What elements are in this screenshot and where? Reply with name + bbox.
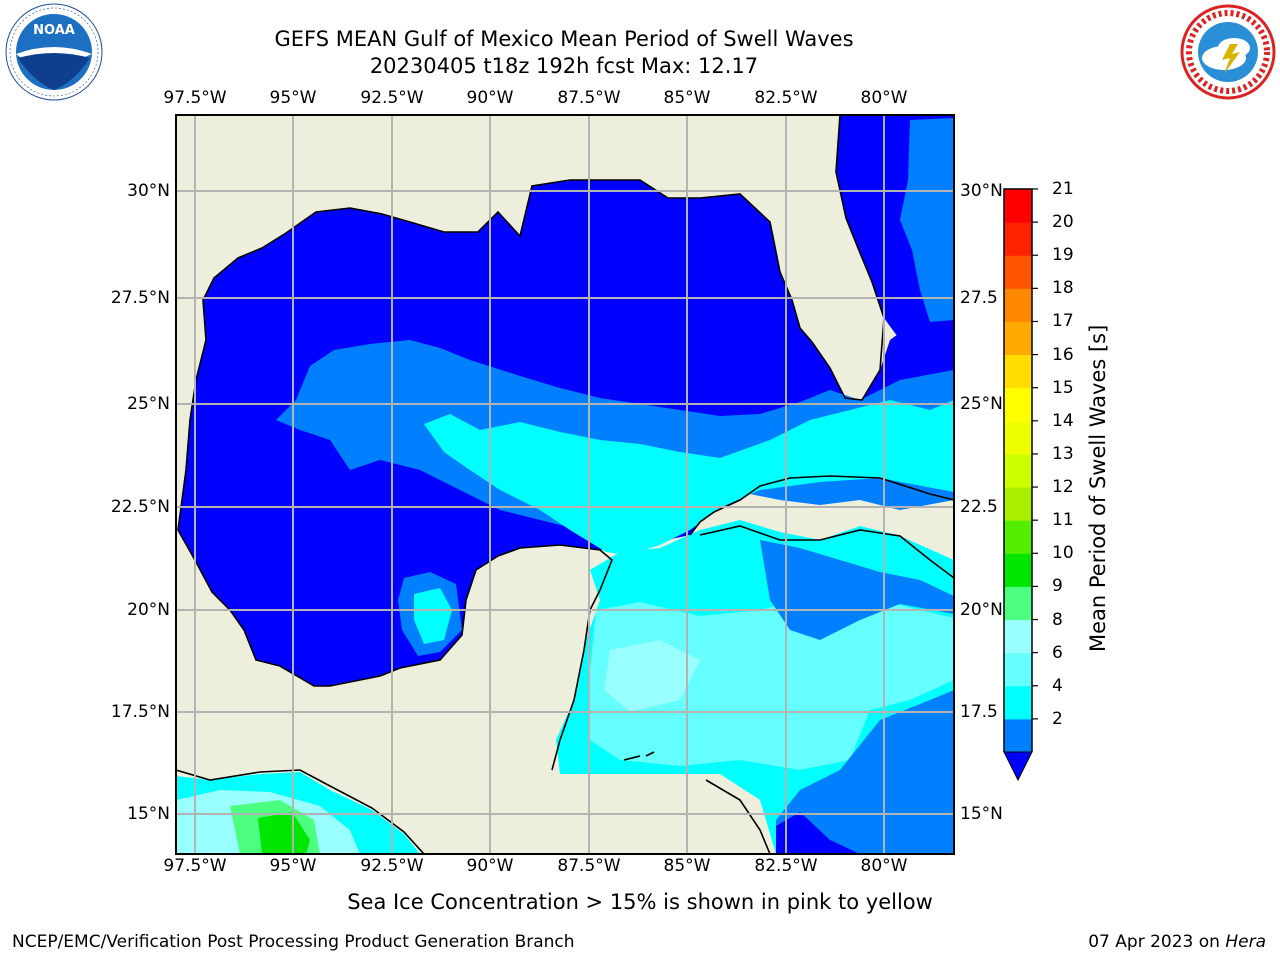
- chart-subtitle: 20230405 t18z 192h fcst Max: 12.17: [369, 54, 759, 78]
- colorbar-segment: [1004, 586, 1032, 621]
- colorbar-tick-label: 17: [1052, 311, 1074, 332]
- colorbar-tick-label: 8: [1052, 609, 1063, 630]
- lat-tick-right: 15°N: [960, 804, 1003, 824]
- colorbar-tick-label: 10: [1052, 543, 1074, 564]
- sea-ice-note: Sea Ice Concentration > 15% is shown in …: [347, 890, 933, 914]
- colorbar-tick-label: 11: [1052, 510, 1074, 531]
- chart-title: GEFS MEAN Gulf of Mexico Mean Period of …: [274, 27, 854, 51]
- lon-tick-bottom: 97.5°W: [163, 856, 227, 876]
- gulf-band-2-4: [276, 340, 954, 540]
- lat-tick-left: 20°N: [127, 600, 170, 620]
- lat-tick-right: 22.5: [960, 497, 998, 517]
- colorbar-tick-label: 12: [1052, 477, 1074, 498]
- lon-tick-bottom: 82.5°W: [754, 856, 818, 876]
- footer-date: 07 Apr 2023 on Hera: [1088, 932, 1266, 952]
- footer-host: Hera: [1225, 932, 1266, 952]
- colorbar-segment: [1004, 652, 1032, 687]
- colorbar-segment: [1004, 685, 1032, 720]
- caribbean-band-2-4: [760, 540, 954, 640]
- atlantic-band-2-4: [900, 118, 954, 322]
- coastline: [176, 115, 954, 854]
- lat-tick-left: 25°N: [127, 394, 170, 414]
- map-frame: [175, 114, 955, 855]
- graticule: [176, 115, 954, 854]
- lon-tick-top: 87.5°W: [557, 88, 621, 108]
- lon-tick-top: 82.5°W: [754, 88, 818, 108]
- pacific-band-10-11: [258, 812, 310, 854]
- colorbar-segment: [1004, 520, 1032, 554]
- colorbar-segment: [1004, 387, 1032, 422]
- colorbar-segment: [1004, 487, 1032, 521]
- colorbar-tick-label: 20: [1052, 212, 1074, 233]
- lat-tick-right: 25°N: [960, 394, 1003, 414]
- colorbar-tick-label: 4: [1052, 675, 1063, 696]
- colorbar-tick-label: 13: [1052, 443, 1074, 464]
- lon-tick-bottom: 87.5°W: [557, 856, 621, 876]
- colorbar-segment: [1004, 619, 1032, 654]
- footer-date-text: 07 Apr 2023 on: [1088, 932, 1226, 952]
- colorbar-segment: [1004, 255, 1032, 289]
- colorbar-tick-label: 15: [1052, 377, 1074, 398]
- noaa-logo: NOAA: [5, 3, 103, 101]
- colorbar-tick-label: 16: [1052, 344, 1074, 365]
- colorbar-label: Mean Period of Swell Waves [s]: [1086, 324, 1110, 652]
- colorbar-segment: [1004, 453, 1032, 488]
- colorbar-tick-label: 19: [1052, 245, 1074, 266]
- colorbar-segment: [1004, 420, 1032, 455]
- lat-tick-left: 30°N: [127, 181, 170, 201]
- colorbar-segment: [1004, 354, 1032, 389]
- lat-tick-right: 20°N: [960, 600, 1003, 620]
- colorbar-extend-min: [1003, 751, 1033, 782]
- colorbar-segment: [1004, 553, 1032, 587]
- caribbean-band-6-8: [588, 590, 954, 770]
- colorbar-tick-label: 14: [1052, 410, 1074, 431]
- colorbar-segment: [1004, 718, 1032, 753]
- lon-tick-bottom: 80°W: [860, 856, 908, 876]
- lon-tick-top: 97.5°W: [163, 88, 227, 108]
- lon-tick-top: 90°W: [466, 88, 514, 108]
- colorbar-frame: [1003, 188, 1033, 752]
- bay-band-4-6: [414, 588, 452, 644]
- lat-tick-right: 30°N: [960, 181, 1003, 201]
- lat-tick-left: 22.5°N: [110, 497, 170, 517]
- colorbar: [1003, 188, 1038, 782]
- colorbar-segment: [1004, 288, 1032, 322]
- noaa-logo-text: NOAA: [33, 23, 75, 38]
- nws-logo: [1180, 4, 1276, 100]
- lon-tick-top: 85°W: [663, 88, 711, 108]
- colorbar-tick-label: 2: [1052, 708, 1063, 729]
- lon-tick-bottom: 95°W: [269, 856, 317, 876]
- caribbean-south-lt2: [776, 812, 860, 854]
- gulf-band-4-6: [424, 400, 954, 555]
- colorbar-segment: [1004, 189, 1032, 223]
- lat-tick-left: 27.5°N: [110, 288, 170, 308]
- lat-tick-left: 17.5°N: [110, 702, 170, 722]
- lat-tick-right: 17.5: [960, 702, 998, 722]
- lon-tick-top: 95°W: [269, 88, 317, 108]
- lon-tick-top: 92.5°W: [360, 88, 424, 108]
- lon-tick-top: 80°W: [860, 88, 908, 108]
- colorbar-segment: [1004, 321, 1032, 356]
- lat-tick-left: 15°N: [127, 804, 170, 824]
- colorbar-tick-label: 18: [1052, 278, 1074, 299]
- caribbean-band-8-9: [604, 640, 700, 712]
- colorbar-tick-label: 6: [1052, 642, 1063, 663]
- lat-tick-right: 27.5: [960, 288, 998, 308]
- colorbar-segment: [1004, 222, 1032, 256]
- lon-tick-bottom: 90°W: [466, 856, 514, 876]
- colorbar-tick-label: 9: [1052, 576, 1063, 597]
- lon-tick-bottom: 92.5°W: [360, 856, 424, 876]
- footer-credit: NCEP/EMC/Verification Post Processing Pr…: [12, 932, 575, 952]
- colorbar-tick-label: 21: [1052, 179, 1074, 199]
- lon-tick-bottom: 85°W: [663, 856, 711, 876]
